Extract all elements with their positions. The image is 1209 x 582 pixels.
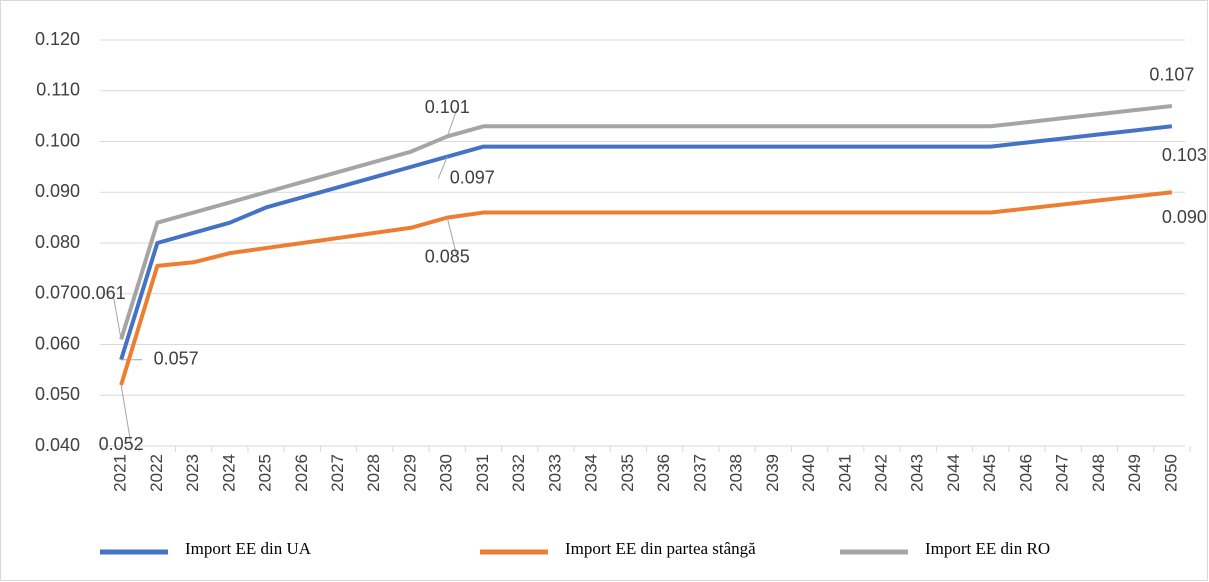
x-tick-label: 2028 — [364, 454, 383, 492]
y-tick-label: 0.090 — [35, 181, 80, 201]
series-line — [119, 103, 1173, 341]
x-tick-label: 2038 — [727, 454, 746, 492]
data-label: 0.061 — [81, 283, 126, 303]
y-tick-label: 0.110 — [36, 80, 80, 100]
x-tick-label: 2041 — [835, 454, 854, 492]
x-tick-label: 2033 — [545, 454, 564, 492]
x-tick-label: 2045 — [980, 454, 999, 492]
leader-line — [437, 156, 448, 179]
leader-line — [446, 217, 458, 258]
legend-label: Import EE din partea stângă — [565, 539, 756, 558]
y-tick-label: 0.100 — [35, 130, 80, 150]
x-tick-label: 2029 — [400, 454, 419, 492]
x-tick-label: 2042 — [872, 454, 891, 492]
y-tick-label: 0.060 — [35, 333, 80, 353]
data-label: 0.085 — [425, 246, 470, 266]
y-tick-label: 0.040 — [35, 435, 80, 455]
y-tick-label: 0.070 — [35, 283, 80, 303]
legend-label: Import EE din UA — [185, 539, 312, 558]
x-tick-label: 2037 — [690, 454, 709, 492]
x-tick-label: 2050 — [1161, 454, 1180, 492]
data-label: 0.107 — [1149, 65, 1194, 85]
x-tick-label: 2027 — [328, 454, 347, 492]
data-label: 0.103 — [1162, 145, 1207, 165]
x-tick-label: 2049 — [1125, 454, 1144, 492]
x-tick-label: 2031 — [473, 454, 492, 492]
x-tick-label: 2044 — [944, 454, 963, 492]
leader-line — [112, 294, 122, 340]
series-line — [119, 190, 1173, 386]
x-tick-label: 2023 — [183, 454, 202, 492]
x-tick-label: 2047 — [1053, 454, 1072, 492]
y-tick-label: 0.120 — [35, 29, 80, 49]
data-label: 0.052 — [99, 434, 144, 454]
data-label: 0.090 — [1162, 207, 1207, 227]
x-tick-label: 2021 — [111, 454, 130, 492]
x-tick-label: 2048 — [1089, 454, 1108, 492]
x-tick-label: 2030 — [437, 454, 456, 492]
y-tick-label: 0.050 — [35, 384, 80, 404]
x-tick-label: 2025 — [256, 454, 275, 492]
leader-line — [446, 108, 458, 137]
x-tick-label: 2040 — [799, 454, 818, 492]
x-tick-label: 2034 — [582, 454, 601, 492]
leader-line — [120, 385, 132, 446]
x-tick-label: 2046 — [1016, 454, 1035, 492]
data-label: 0.057 — [154, 348, 199, 368]
x-tick-label: 2035 — [618, 454, 637, 492]
y-tick-label: 0.080 — [35, 232, 80, 252]
data-label: 0.101 — [425, 97, 470, 117]
x-tick-label: 2036 — [654, 454, 673, 492]
x-tick-label: 2026 — [292, 454, 311, 492]
series-line — [119, 124, 1173, 361]
x-tick-label: 2043 — [908, 454, 927, 492]
x-tick-label: 2022 — [147, 454, 166, 492]
data-label: 0.097 — [450, 167, 495, 187]
x-tick-label: 2032 — [509, 454, 528, 492]
legend-label: Import EE din RO — [925, 539, 1050, 558]
x-tick-label: 2024 — [219, 454, 238, 492]
x-tick-label: 2039 — [763, 454, 782, 492]
